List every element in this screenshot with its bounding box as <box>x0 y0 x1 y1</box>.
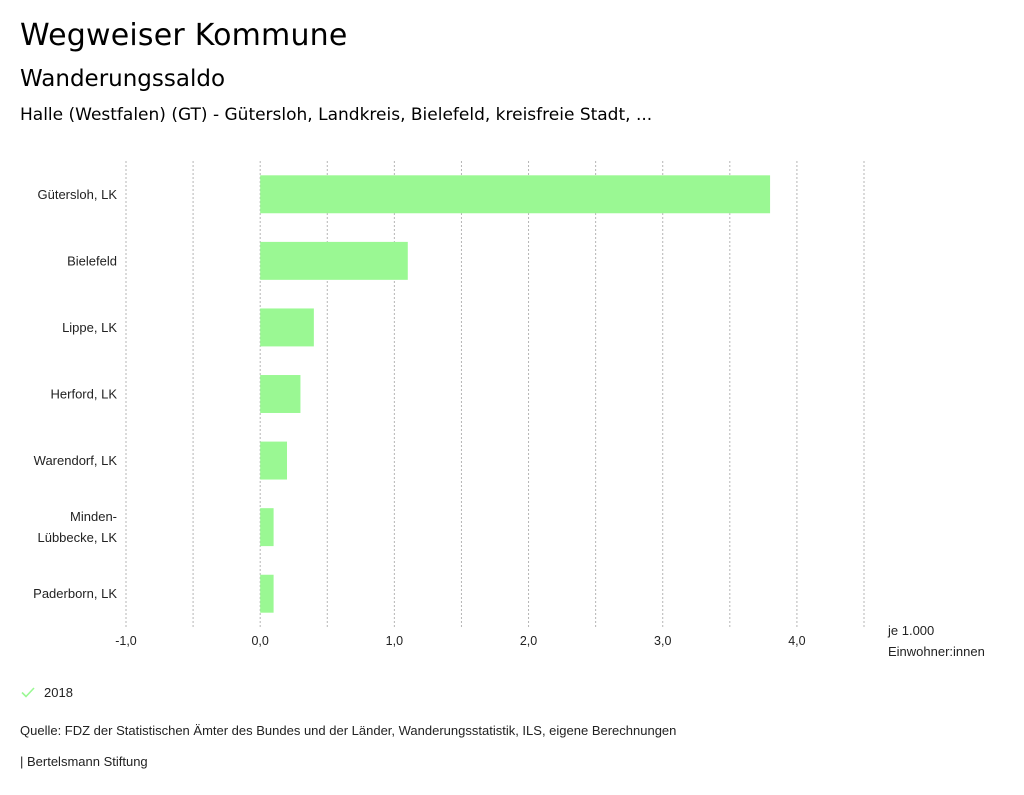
x-tick-label: 3,0 <box>654 634 671 648</box>
x-tick-label: -1,0 <box>115 634 137 648</box>
x-tick-label: 1,0 <box>386 634 403 648</box>
category-label: Paderborn, LK <box>33 586 117 601</box>
bar[interactable] <box>260 175 771 214</box>
category-label: Warendorf, LK <box>34 453 118 468</box>
category-label: Herford, LK <box>51 387 118 402</box>
bar[interactable] <box>260 308 314 347</box>
gridlines <box>125 161 865 627</box>
category-label: Lippe, LK <box>62 320 117 335</box>
bars <box>260 175 771 613</box>
bar-chart: Gütersloh, LK Bielefeld Lippe, LK Herford, … <box>33 161 985 659</box>
unit-label: Einwohner:innen <box>888 644 985 659</box>
x-axis-unit-label: je 1.000 Einwohner:innen <box>887 623 985 659</box>
category-label: Minden- <box>70 509 117 524</box>
region-selection: Halle (Westfalen) (GT) - Gütersloh, Land… <box>20 105 653 125</box>
legend[interactable]: 2018 <box>20 684 73 700</box>
legend-item-label: 2018 <box>44 684 73 700</box>
bar[interactable] <box>260 375 301 413</box>
category-label: Gütersloh, LK <box>38 187 118 202</box>
chart-subtitle: Wanderungssaldo <box>20 66 226 92</box>
page-title: Wegweiser Kommune <box>20 18 348 53</box>
category-label: Lübbecke, LK <box>37 530 117 545</box>
unit-label: je 1.000 <box>887 623 934 638</box>
bar[interactable] <box>260 241 408 280</box>
x-tick-label: 2,0 <box>520 634 537 648</box>
x-tick-label: 0,0 <box>251 634 268 648</box>
category-label: Bielefeld <box>67 253 117 268</box>
check-icon <box>21 687 35 698</box>
bar[interactable] <box>260 441 288 480</box>
source-note: Quelle: FDZ der Statistischen Ämter des … <box>20 723 677 738</box>
bar[interactable] <box>260 574 274 613</box>
category-labels: Gütersloh, LK Bielefeld Lippe, LK Herford, … <box>33 187 117 601</box>
credit-note: | Bertelsmann Stiftung <box>20 754 148 769</box>
bar[interactable] <box>260 508 274 547</box>
x-tick-labels: -1,0 0,0 1,0 2,0 3,0 4,0 <box>115 634 805 648</box>
x-tick-label: 4,0 <box>788 634 805 648</box>
